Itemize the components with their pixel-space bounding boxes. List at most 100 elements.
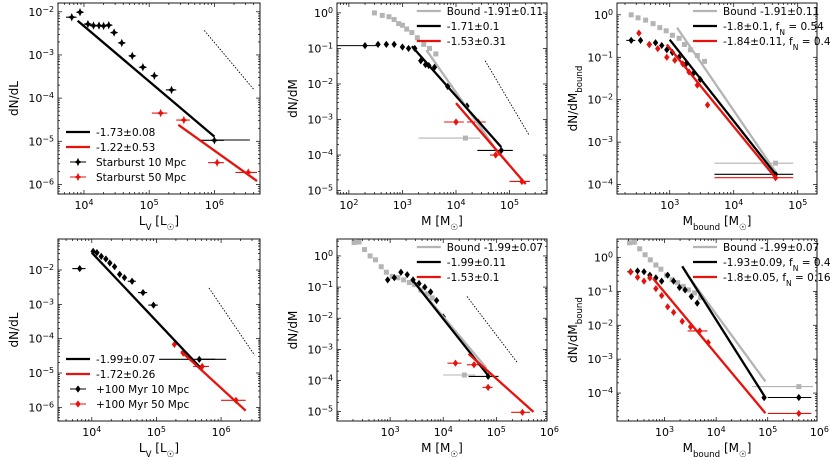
data-point [634, 273, 641, 281]
x-axis-label: M [M☉] [421, 441, 463, 460]
x-tick-label: 104 [707, 425, 726, 440]
data-point [664, 271, 671, 279]
x-tick-label: 105 [788, 198, 807, 213]
data-point [107, 259, 113, 267]
x-tick-label: 103 [660, 198, 679, 213]
data-point [75, 7, 85, 17]
y-tick-label: 10−1 [587, 284, 613, 299]
y-tick-label: 10−1 [587, 50, 613, 65]
y-tick-label: 10−3 [28, 47, 54, 62]
data-point [383, 269, 389, 275]
legend: Bound -1.91±0.11 -1.8±0.1, fN = 0.54-1.84… [693, 6, 831, 52]
y-tick-label: 10−4 [587, 177, 613, 192]
series-red [636, 29, 794, 182]
data-point [669, 32, 675, 38]
chart-panel-lum_starburst: 104 105 106 10−6 10−5 10−4 10−3 10−2 LV [L☉] dN/d… [7, 2, 261, 233]
data-point [658, 277, 665, 285]
y-axis-label: dN/dMbound [566, 66, 585, 132]
data-point [150, 71, 159, 80]
data-point [680, 283, 686, 289]
x-axis-ticks [628, 239, 818, 421]
data-point [378, 264, 384, 270]
reference-slope-line [208, 287, 255, 356]
legend-entry: Starburst 50 Mpc [96, 172, 187, 184]
data-point [647, 274, 653, 282]
y-tick-label: 10−5 [28, 366, 54, 381]
data-point [405, 44, 412, 53]
legend-entry: Bound -1.99±0.07 [447, 242, 543, 254]
y-tick-label: 10−3 [587, 135, 613, 150]
legend-entry: Bound -1.91±0.11 [723, 6, 819, 18]
fit-line [90, 251, 201, 368]
data-point [422, 283, 428, 291]
x-tick-label: 105 [147, 425, 166, 440]
data-point [409, 30, 415, 36]
legend-entry: -1.22±0.53 [96, 142, 155, 154]
x-tick-label: 104 [446, 198, 465, 213]
data-point [171, 340, 178, 349]
legend-entry: Bound -1.99±0.07 [723, 242, 819, 254]
data-point [653, 262, 659, 268]
data-point [196, 355, 202, 363]
data-point [663, 28, 669, 34]
chart-panel-mass_100myr: 103 104 105 106 10−5 10−4 10−3 10−2 10−1 100 M [M☉… [286, 238, 559, 460]
x-tick-label: 106 [205, 198, 224, 213]
legend: -1.73±0.08 -1.22±0.53 Starburst 10 Mpc Star… [66, 127, 187, 184]
legend-entry: +100 Myr 10 Mpc [96, 384, 190, 396]
fit-line [455, 102, 527, 185]
legend-entry: -1.84±0.11, fN = 0.42 [723, 36, 831, 52]
data-point [384, 276, 391, 284]
data-point [705, 338, 711, 347]
x-axis-label: LV [L☉] [139, 214, 179, 233]
data-point [356, 239, 362, 245]
data-point [691, 290, 697, 296]
data-point [461, 372, 467, 378]
data-point [111, 263, 118, 271]
data-point [652, 39, 659, 47]
y-axis-ticks [337, 12, 547, 195]
fit-line [681, 265, 767, 399]
data-point [631, 239, 637, 245]
data-point [406, 280, 412, 286]
fit-line [665, 43, 777, 179]
data-point [116, 270, 123, 278]
y-axis-label: dN/dL [7, 312, 21, 347]
data-point [128, 51, 137, 61]
data-point [362, 42, 368, 50]
x-tick-label: 105 [758, 425, 777, 440]
data-point [367, 253, 373, 259]
y-tick-label: 10−2 [28, 4, 54, 19]
data-point [676, 35, 682, 41]
series-black [627, 267, 812, 402]
legend-entry: -1.71±0.1 [447, 21, 500, 33]
y-tick-label: 10−4 [28, 91, 54, 106]
x-tick-label: 103 [381, 425, 400, 440]
x-axis-ticks [624, 3, 818, 194]
x-axis-label: M [M☉] [421, 214, 463, 233]
fit-line [652, 277, 767, 414]
y-tick-label: 10−5 [307, 183, 333, 198]
legend: Bound -1.99±0.07 -1.99±0.11 -1.53±0.1 [416, 242, 543, 284]
data-point [659, 41, 665, 50]
legend-entry: -1.8±0.05, fN = 0.16 [723, 272, 831, 288]
plot-area [72, 247, 255, 412]
data-point [670, 308, 677, 316]
data-point [679, 317, 685, 325]
data-point [653, 285, 659, 293]
x-tick-label: 105 [487, 425, 506, 440]
legend-marker [75, 385, 81, 393]
data-point [643, 17, 649, 23]
series-black [384, 268, 499, 381]
legend-marker [73, 172, 83, 182]
series-red [447, 359, 530, 416]
data-point [244, 168, 253, 177]
data-point [414, 35, 420, 41]
y-axis-ticks [617, 14, 817, 195]
x-tick-label: 106 [810, 425, 829, 440]
data-point [391, 17, 397, 23]
y-tick-label: 100 [314, 5, 333, 20]
data-point [372, 257, 378, 263]
data-point [404, 26, 410, 32]
y-axis-ticks [58, 11, 260, 195]
data-point [167, 85, 176, 95]
